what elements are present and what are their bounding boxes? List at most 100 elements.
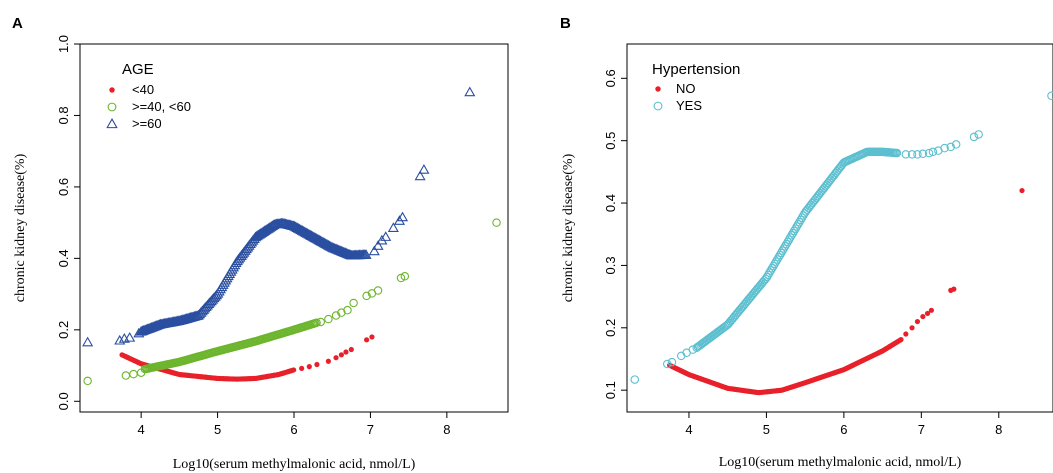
data-point — [380, 231, 392, 241]
series-0 — [667, 187, 1025, 396]
data-point — [369, 334, 375, 340]
legend: Hypertension NO YES — [652, 61, 740, 113]
data-point — [918, 149, 928, 159]
data-point — [974, 130, 983, 139]
curve-point — [770, 259, 779, 269]
data-point — [114, 334, 126, 345]
curve-point — [765, 268, 774, 277]
data-point — [924, 148, 934, 158]
series-2 — [82, 86, 476, 347]
y-axis-title: chronic kidney disease(%) — [561, 153, 576, 302]
y-tick-label: 0.6 — [603, 69, 618, 87]
data-point — [121, 371, 131, 380]
data-point — [333, 355, 339, 361]
data-point — [1047, 91, 1053, 101]
data-point — [663, 359, 672, 369]
x-tick-label: 4 — [138, 422, 145, 437]
y-tick-label: 0.2 — [56, 321, 71, 339]
data-point — [667, 357, 677, 367]
data-point — [928, 307, 934, 313]
data-point — [913, 150, 922, 159]
curve-point — [776, 248, 786, 258]
series-1 — [83, 218, 501, 386]
data-point — [928, 147, 938, 157]
curve-point — [788, 228, 798, 238]
x-tick-label: 6 — [840, 422, 847, 437]
data-point — [969, 132, 979, 142]
legend-marker-1 — [107, 102, 117, 112]
y-tick-label: 0.0 — [56, 392, 71, 410]
data-point — [387, 222, 399, 232]
curve-point — [780, 242, 790, 251]
data-point — [136, 368, 146, 377]
x-tick-label: 8 — [995, 422, 1002, 437]
x-axis-title: Log10(serum methylmalonic acid, nmol/L) — [719, 455, 962, 470]
data-point — [343, 349, 349, 355]
curve-point — [778, 246, 787, 255]
x-tick-label: 6 — [290, 422, 297, 437]
data-point — [349, 298, 358, 308]
curve-point — [795, 217, 804, 227]
curve-point — [360, 249, 372, 259]
data-point — [901, 150, 911, 159]
curve-point — [763, 270, 773, 280]
data-point — [348, 346, 354, 353]
data-point — [362, 291, 371, 301]
y-tick-label: 0.8 — [56, 106, 71, 124]
x-tick-label: 7 — [918, 422, 925, 437]
curve-point — [774, 253, 783, 262]
curve-point — [796, 215, 805, 225]
data-point — [396, 273, 406, 283]
panel-letter-b: B — [560, 15, 571, 32]
curve-point — [775, 250, 785, 260]
legend-label-0: NO — [676, 81, 696, 96]
curve-point — [898, 337, 904, 343]
data-point — [909, 325, 915, 331]
data-point — [946, 142, 956, 152]
y-tick-label: 0.1 — [603, 381, 618, 399]
y-tick-label: 0.3 — [603, 256, 618, 274]
legend-marker-0 — [109, 87, 115, 93]
legend-title: AGE — [122, 61, 154, 78]
legend-label-1: >=40, <60 — [132, 99, 191, 114]
curve-point — [767, 264, 777, 273]
data-point — [1019, 187, 1025, 194]
chart-panel-a: 4 5 6 7 8 0.0 0.2 0.4 0.6 0.8 1.0 Log10(serum methy… — [13, 35, 509, 472]
data-point — [343, 305, 352, 315]
data-point — [903, 331, 909, 337]
data-point — [368, 245, 380, 256]
x-tick-label: 7 — [367, 422, 374, 437]
data-point — [325, 358, 331, 364]
data-point — [940, 143, 949, 153]
data-point — [464, 86, 476, 97]
y-axis-title: chronic kidney disease(%) — [13, 153, 28, 302]
y-tick-label: 0.5 — [603, 132, 618, 150]
data-point — [914, 318, 921, 325]
curve-point — [762, 272, 772, 282]
data-point — [314, 361, 320, 368]
series-0 — [119, 334, 375, 382]
data-point — [133, 327, 145, 338]
curve-point — [786, 233, 795, 242]
y-tick-label: 1.0 — [56, 35, 71, 53]
y-tick-label: 0.6 — [56, 178, 71, 196]
legend-marker-0 — [655, 86, 661, 92]
data-point — [299, 365, 305, 372]
curve-point — [791, 224, 800, 233]
curve-point — [769, 261, 778, 271]
data-point — [396, 211, 409, 222]
curve-point — [782, 239, 791, 249]
curve-point — [787, 231, 796, 240]
legend-marker-2 — [106, 118, 118, 129]
legend-label-2: >=60 — [132, 116, 162, 131]
data-point — [924, 310, 931, 317]
curve-point — [892, 148, 902, 158]
curve-point — [766, 266, 776, 275]
data-point — [418, 164, 430, 174]
x-tick-label: 8 — [443, 422, 450, 437]
panel-letter-a: A — [12, 15, 23, 32]
curve-point — [771, 257, 781, 266]
data-point — [129, 369, 138, 379]
data-point — [951, 140, 961, 149]
